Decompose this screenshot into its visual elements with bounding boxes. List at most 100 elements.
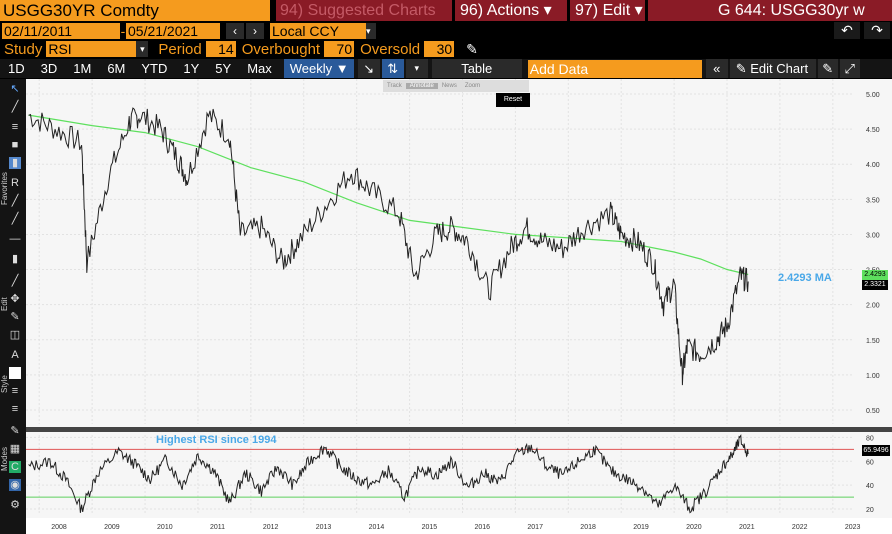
chevron-left-icon[interactable]: ‹ (226, 22, 244, 39)
trash-icon[interactable]: ◫ (9, 329, 21, 341)
chart-svg[interactable]: 2008 2009 2010 2011 2012 2013 2014 2015 2016 2017… (26, 79, 892, 534)
pencil-icon[interactable]: ✎ (466, 40, 478, 57)
price-tick-label: 4.00 (866, 162, 880, 169)
actions-button[interactable]: 96) Actions ▾ (455, 0, 567, 21)
weekly-select[interactable]: Weekly ▼ (283, 59, 354, 78)
price-tick-label: 1.50 (866, 338, 880, 345)
range-button-1m[interactable]: 1M (73, 61, 92, 76)
start-date-input[interactable]: 02/11/2011 (2, 22, 120, 39)
edit-label: Edit (0, 297, 9, 311)
price-tick-label: 2.00 (866, 303, 880, 310)
study-bar: Study RSI ▾ Period 14 Overbought 70 Over… (0, 40, 892, 58)
fill-color-icon[interactable] (9, 367, 21, 379)
rsi-tick-label: 60 (866, 459, 874, 466)
mode-world-icon[interactable]: ◉ (9, 479, 21, 491)
price-tick-label: 1.00 (866, 373, 880, 380)
x-tick-label: 2015 (422, 524, 438, 531)
channel-tool-icon[interactable]: ■ (11, 139, 19, 151)
period-input[interactable]: 14 (205, 41, 236, 57)
line-width-icon[interactable]: ≡ (11, 403, 19, 415)
rsi-tick-label: 20 (866, 507, 874, 514)
text-style-icon[interactable]: A (11, 349, 19, 361)
range-button-max[interactable]: Max (247, 61, 272, 76)
price-tick-label: 5.00 (866, 92, 880, 99)
price-last-tag: 2.3321 (862, 280, 888, 290)
ray-tool-icon[interactable]: ╱ (11, 213, 19, 225)
security-title: G 644: USGG30yr w (648, 0, 892, 21)
zoom-button[interactable]: Zoom (464, 83, 481, 89)
track-button[interactable]: Track (387, 83, 402, 89)
range-button-ytd[interactable]: YTD (141, 61, 168, 76)
mode-grid-icon[interactable]: ▦ (9, 443, 21, 455)
mode-pencil-icon[interactable]: ✎ (10, 425, 20, 437)
table-button[interactable]: Table (431, 59, 522, 78)
trend-tool-icon[interactable]: ╱ (11, 195, 19, 207)
crosshair-icon[interactable]: ⇅ (381, 59, 404, 78)
mode-c-icon[interactable]: C (9, 461, 21, 473)
x-tick-label: 2008 (51, 524, 67, 531)
rsi-tick-label: 80 (866, 435, 874, 442)
overbought-label: Overbought (241, 40, 321, 58)
bookmark-icon[interactable]: ▮ (9, 157, 21, 169)
x-axis-bg (26, 518, 892, 534)
x-tick-label: 2017 (527, 524, 543, 531)
currency-dropdown-icon[interactable]: ▾ (366, 22, 376, 39)
gear-icon[interactable]: ⚙ (10, 499, 20, 511)
collapse-icon[interactable]: « (705, 59, 728, 78)
study-dropdown-icon[interactable]: ▾ (136, 41, 149, 57)
news-button[interactable]: News (441, 83, 457, 89)
brush-tool-icon[interactable]: ▮ (11, 253, 19, 265)
price-tick-label: 3.50 (866, 197, 880, 204)
ma-last-tag: 2.4293 (862, 270, 888, 280)
oversold-input[interactable]: 30 (424, 41, 455, 57)
edit-menu-button[interactable]: 97) Edit ▾ (570, 0, 645, 21)
fib-tool-icon[interactable]: ≡ (11, 121, 19, 133)
r-tool-icon[interactable]: R (11, 177, 19, 189)
end-date-input[interactable]: 05/21/2021 (126, 22, 220, 39)
overbought-input[interactable]: 70 (324, 41, 355, 57)
range-button-6m[interactable]: 6M (107, 61, 126, 76)
add-data-input[interactable]: Add Data (527, 59, 702, 78)
ticker-field[interactable]: USGG30YR Comdty (0, 0, 270, 21)
edit-chart-button[interactable]: ✎ Edit Chart (729, 59, 816, 78)
price-tick-label: 3.00 (866, 232, 880, 239)
undo-icon[interactable]: ↶ (834, 22, 860, 39)
move-icon[interactable]: ✥ (10, 293, 20, 305)
chart-area[interactable]: 2008 2009 2010 2011 2012 2013 2014 2015 2016 2017… (26, 79, 892, 534)
study-select[interactable]: RSI (46, 41, 137, 57)
range-button-1d[interactable]: 1D (8, 61, 25, 76)
range-button-1y[interactable]: 1Y (183, 61, 200, 76)
chart-settings-icon[interactable]: ✎ (817, 59, 838, 78)
rsi-tick-label: 40 (866, 483, 874, 490)
redo-icon[interactable]: ↷ (864, 22, 890, 39)
reset-button[interactable]: Reset (496, 93, 530, 107)
rsi-series-line (28, 434, 749, 514)
pencil-tool-icon[interactable]: ✎ (10, 311, 20, 323)
range-button-5y[interactable]: 5Y (215, 61, 232, 76)
line-tool-icon[interactable]: ╱ (11, 101, 19, 113)
x-tick-label: 2009 (104, 524, 120, 531)
chevron-right-icon[interactable]: › (246, 22, 264, 39)
header-bar: USGG30YR Comdty 94) Suggested Charts 96)… (0, 0, 892, 21)
expand-icon[interactable]: ⤢ (839, 59, 860, 78)
chart-type-dropdown-icon[interactable]: ▾ (405, 59, 428, 78)
range-button-3d[interactable]: 3D (40, 61, 58, 76)
favorites-label: Favorites (0, 172, 9, 206)
x-tick-label: 2023 (845, 524, 861, 531)
x-tick-label: 2019 (633, 524, 649, 531)
draw-tool-icon[interactable]: ╱ (11, 275, 19, 287)
style-label: Style (0, 375, 9, 393)
modes-label: Modes (0, 447, 9, 472)
annotate-button[interactable]: Annotate (405, 83, 438, 89)
pointer-icon[interactable]: ↖ (10, 83, 20, 95)
ma-series-line (28, 114, 749, 276)
left-toolbar: ↖ ╱ ≡ ■ ▮ R ╱ ╱ — ▮ ╱ ✥ ✎ ◫ A ≡ ≡ ✎ ▦ C … (0, 79, 26, 534)
suggested-charts-button[interactable]: 94) Suggested Charts (276, 0, 452, 21)
currency-select[interactable]: Local CCY (270, 22, 366, 39)
ma-annotation: 2.4293 MA (778, 272, 832, 284)
line-style-icon[interactable]: ≡ (11, 385, 19, 397)
hline-tool-icon[interactable]: — (9, 233, 21, 245)
rsi-annotation: Highest RSI since 1994 (156, 434, 277, 446)
date-bar: 02/11/2011 - 05/21/2021 ‹ › Local CCY ▾ … (0, 22, 892, 39)
line-chart-icon[interactable]: ↘ (357, 59, 380, 78)
